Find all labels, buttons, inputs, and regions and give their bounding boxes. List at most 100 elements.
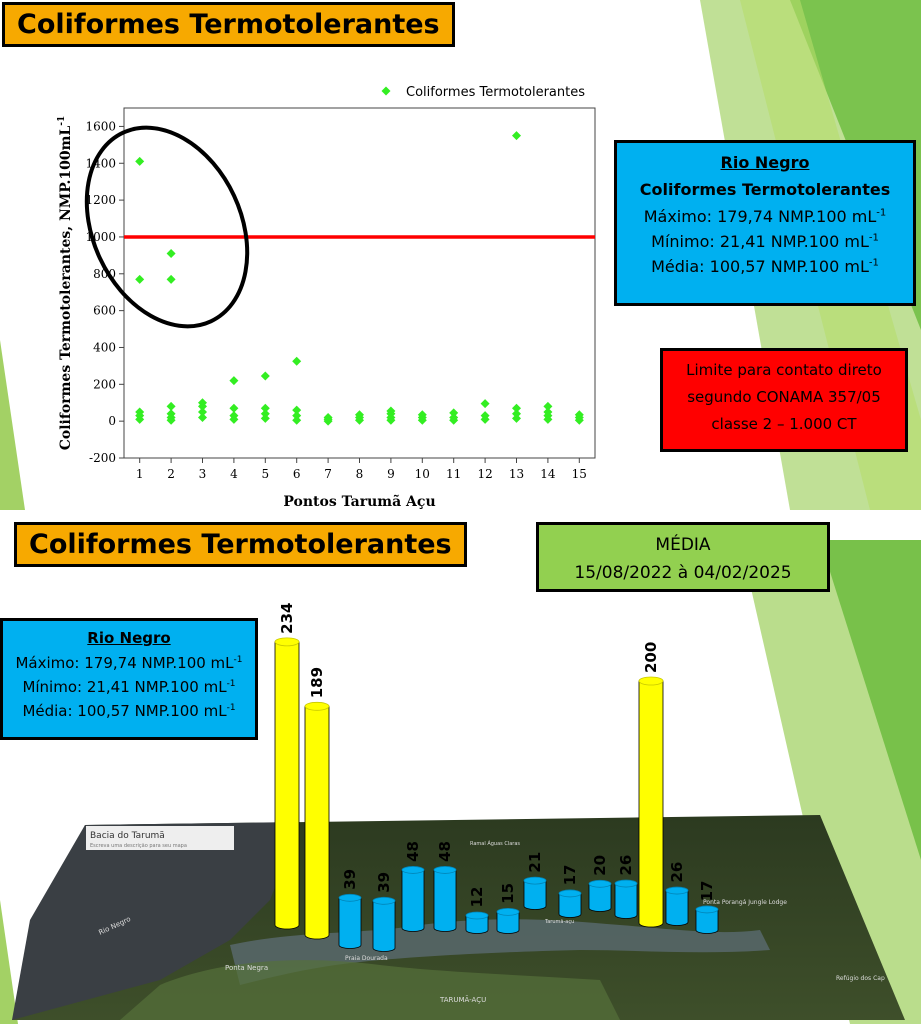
y-tick-label: 1600 [85,119,116,133]
x-tick-label: 15 [572,467,587,481]
x-tick-label: 2 [167,467,175,481]
cylinder-bar [638,680,664,928]
cylinder-top [588,879,612,888]
cylinder-bar [433,869,457,932]
scatter-point [135,274,145,284]
top-title: Coliformes Termotolerantes [2,2,455,47]
scatter-point [135,156,145,166]
scatter-point [292,415,302,425]
cylinder-top [695,905,719,914]
x-tick-label: 4 [230,467,238,481]
scatter-point [543,401,553,411]
cylinder-top [433,866,457,874]
cylinder-top [274,637,300,647]
bar-value-label: 20 [591,855,609,876]
limit-line3: classe 2 – 1.000 CT [711,415,857,433]
x-tick-label: 5 [261,467,269,481]
bar-value-label: 17 [698,881,716,902]
scatter-point [512,413,521,423]
scatter-point [292,356,302,366]
scatter-point [260,413,270,423]
cylinder-bar [338,897,362,949]
cylinder-bar [372,900,396,952]
cylinder-bar [523,880,547,910]
bar-value-label: 189 [308,667,326,698]
map-label-ponta-negra: Ponta Negra [225,964,268,972]
scatter-point [292,411,302,421]
scatter-point [449,415,459,425]
scatter-point [480,399,490,409]
scatter-point [166,274,176,284]
cylinder-bar [496,911,520,934]
cylinder-top [638,676,664,686]
cylinder-top [338,893,362,902]
y-tick-label: 400 [93,340,116,354]
top-info-box: Rio Negro Coliformes Termotolerantes Máx… [614,140,916,306]
info-max: Máximo: 179,74 NMP.100 mL-1 [643,207,887,226]
x-tick-label: 10 [415,467,430,481]
media-box: MÉDIA 15/08/2022 à 04/02/2025 [536,522,830,592]
media-line1: MÉDIA [655,535,711,555]
limit-line2: segundo CONAMA 357/05 [687,388,881,406]
cylinder-bar [274,641,300,930]
bottom-info-header: Rio Negro [87,629,171,647]
x-axis-label: Pontos Tarumã Açu [283,493,435,510]
x-tick-label: 3 [199,467,207,481]
legend-label: Coliformes Termotolerantes [406,85,585,100]
scatter-point [166,415,176,425]
scatter-point [166,249,176,259]
scatter-point [198,412,207,422]
y-tick-label: 600 [93,304,116,318]
cylinder-bar [665,890,689,926]
x-tick-label: 11 [446,467,461,481]
x-tick-label: 12 [477,467,492,481]
bottom-info-box: Rio Negro Máximo: 179,74 NMP.100 mL-1 Mí… [0,618,258,740]
map-label-praia-dourada: Praia Dourada [345,955,388,962]
info-subheader: Coliformes Termotolerantes [639,180,891,199]
legend-marker [381,86,391,96]
x-tick-label: 14 [540,467,556,481]
cylinder-bar [695,909,719,934]
cylinder-top [304,701,330,711]
bottom-info-min: Mínimo: 21,41 NMP.100 mL-1 [22,678,236,696]
scatter-point [512,409,521,419]
x-tick-label: 9 [387,467,395,481]
scatter-point [355,415,364,425]
map-label-taruma-acu: Tarumã-açu [544,919,574,925]
info-header: Rio Negro [720,153,810,172]
map-panel-title: Bacia do Tarumã [90,831,165,841]
scatter-point [543,414,553,424]
scatter-point [229,403,239,413]
scatter-point [229,376,239,386]
bar-value-label: 48 [404,841,422,862]
map-label-taruma: TARUMÃ-AÇU [439,995,486,1004]
scatter-point [449,408,459,418]
y-tick-label: 0 [108,414,116,428]
cylinder-top [665,886,689,895]
scatter-point [260,371,270,381]
x-tick-label: 6 [293,467,301,481]
info-avg: Média: 100,57 NMP.100 mL-1 [651,257,879,276]
bar-value-label: 234 [278,603,296,634]
map-label-ponta-poranga: Ponta Porangá Jungle Lodge [703,899,787,906]
scatter-point [166,401,176,411]
scatter-point [260,403,270,413]
media-line2: 15/08/2022 à 04/02/2025 [574,563,792,583]
map-label-ramal: Ramal Águas Claras [470,840,520,847]
y-tick-label: -200 [89,451,116,465]
bar-value-label: 39 [341,869,359,890]
bar-value-label: 39 [375,872,393,893]
scatter-point [574,415,584,425]
scatter-point [292,405,302,415]
cylinder-top [465,911,489,920]
cylinder-bar [614,883,638,919]
bar-value-label: 21 [526,852,544,873]
x-tick-label: 8 [356,467,364,481]
bar-value-label: 200 [642,642,660,673]
x-tick-label: 13 [509,467,524,481]
scatter-point [135,414,145,424]
info-min: Mínimo: 21,41 NMP.100 mL-1 [651,232,879,251]
bar-value-label: 12 [468,887,486,908]
cylinder-top [523,876,547,885]
